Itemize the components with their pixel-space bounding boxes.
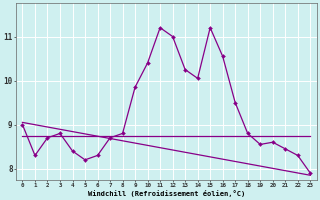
X-axis label: Windchill (Refroidissement éolien,°C): Windchill (Refroidissement éolien,°C): [88, 190, 245, 197]
